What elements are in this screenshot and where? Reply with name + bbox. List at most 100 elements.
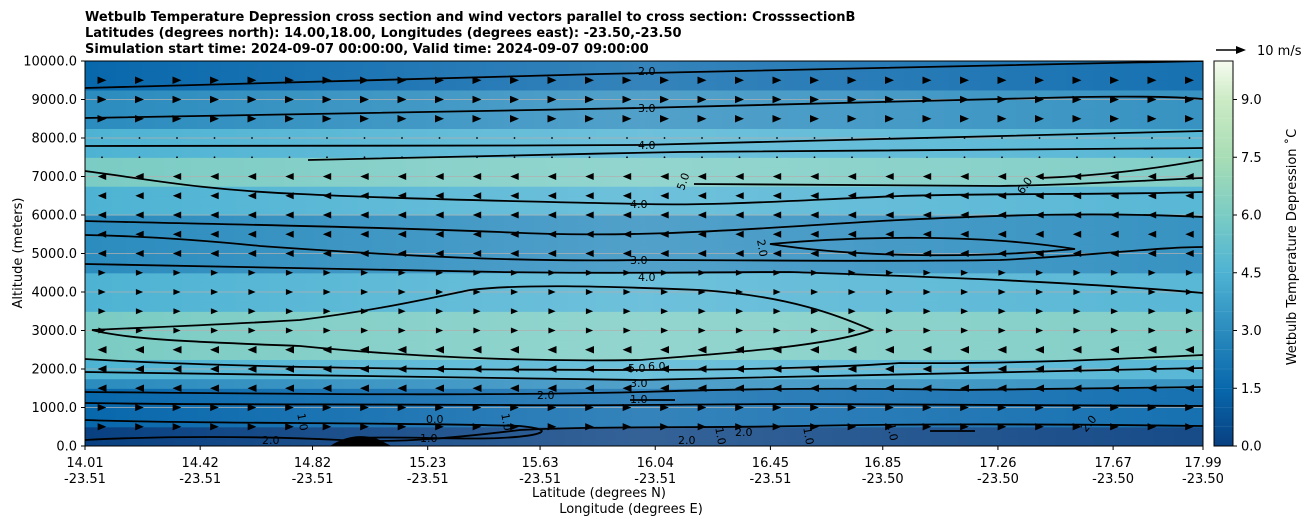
- wind-vector: [773, 327, 781, 334]
- wind-vector: [622, 114, 632, 123]
- wind-vector: [1110, 403, 1119, 412]
- wind-vector: [847, 76, 857, 85]
- colorbar: 0.0 1.5 3.0 4.5 6.0 7.5 9.0 Wetbulb Temperatur…: [1213, 60, 1300, 455]
- wind-vector: [622, 76, 632, 85]
- wind-vector: [922, 211, 932, 219]
- wind-vector: [1110, 327, 1119, 334]
- wind-vector: [922, 423, 932, 431]
- wind-vector: [885, 95, 894, 104]
- wind-vector: [1035, 327, 1044, 334]
- contour-line: [85, 263, 1203, 294]
- wind-vector: [472, 76, 482, 85]
- wind-vector: [735, 289, 744, 295]
- wind-vector: [322, 365, 332, 373]
- wind-vector: [1035, 365, 1044, 373]
- y-tick-label: 9000.0: [32, 93, 78, 108]
- wind-vector: [513, 137, 516, 139]
- wind-vector: [210, 211, 219, 219]
- wind-vector: [922, 365, 932, 373]
- wind-vector: [285, 327, 294, 334]
- wind-vector: [473, 308, 481, 315]
- wind-vector: [1035, 345, 1044, 354]
- x-tick-label-latitude: 16.04: [637, 456, 674, 471]
- wind-vector: [551, 137, 553, 139]
- wind-vector: [660, 76, 669, 85]
- wind-vectors: [97, 76, 1194, 431]
- wind-vector: [173, 289, 181, 295]
- wind-vector: [510, 345, 519, 354]
- y-axis: 0.0 1000.0 2000.0 3000.0 4000.0 5000.0 6000.0 7…: [23, 55, 85, 455]
- wind-vector: [135, 423, 144, 431]
- wind-vector: [810, 289, 819, 295]
- wind-vector: [547, 403, 557, 412]
- wind-vector: [1185, 249, 1194, 258]
- wind-vector: [588, 156, 591, 159]
- wind-vector: [772, 95, 782, 104]
- wind-vector: [1147, 95, 1157, 104]
- wind-vector: [1072, 384, 1082, 393]
- wind-vector: [738, 156, 741, 159]
- wind-vector: [548, 289, 556, 295]
- wind-vector: [360, 327, 369, 334]
- wind-vector: [847, 230, 857, 238]
- wind-vector: [97, 192, 107, 200]
- wind-vector: [1073, 327, 1081, 334]
- wind-vector: [588, 137, 591, 139]
- wind-vector: [1035, 172, 1044, 181]
- wind-vector: [772, 345, 782, 354]
- contour-label: 3.0: [630, 377, 648, 390]
- wind-vector: [585, 192, 594, 200]
- wind-vector: [697, 423, 707, 431]
- wind-vector: [135, 95, 144, 104]
- wind-vector: [923, 289, 931, 295]
- wind-vector: [585, 172, 594, 181]
- wind-vector: [960, 289, 969, 295]
- contour-line: [91, 285, 875, 362]
- wind-vector: [513, 156, 516, 159]
- wind-vector: [360, 114, 369, 123]
- colorbar-label: Wetbulb Temperature Depression ˚C: [1284, 129, 1300, 366]
- wind-vector: [247, 172, 257, 181]
- wind-vector: [1185, 308, 1194, 315]
- wind-vector: [1110, 289, 1119, 295]
- y-tick-label: 2000.0: [32, 363, 78, 378]
- wind-vector: [1072, 249, 1082, 258]
- wind-vector: [285, 269, 294, 276]
- wind-vector: [172, 211, 182, 219]
- wind-vector: [172, 384, 182, 393]
- contour-line: [85, 402, 1203, 407]
- wind-vector: [135, 365, 144, 373]
- wind-vector: [1185, 384, 1194, 393]
- wind-vector: [585, 384, 594, 393]
- wind-vector: [172, 230, 182, 238]
- wind-vector: [547, 76, 557, 85]
- wind-vector: [1072, 76, 1082, 85]
- wind-vector: [922, 114, 932, 123]
- contour-label: 1.0: [712, 426, 728, 445]
- contour-label: 2.0: [735, 426, 753, 439]
- wind-vector: [888, 156, 891, 159]
- wind-vector: [735, 114, 744, 123]
- wind-vector: [97, 114, 107, 123]
- wind-vector: [697, 403, 707, 412]
- wind-vector: [998, 289, 1006, 295]
- wind-vector: [397, 249, 407, 258]
- x-tick-label-latitude: 16.45: [752, 456, 789, 471]
- contour-label: 2.0: [754, 238, 770, 257]
- x-tick-label-longitude: -23.50: [1182, 472, 1224, 487]
- wind-vector: [960, 230, 969, 238]
- wind-vector: [885, 76, 894, 85]
- wind-vector: [551, 156, 553, 159]
- wind-vector: [660, 269, 669, 276]
- wind-vector: [885, 114, 894, 123]
- wind-vector: [213, 156, 216, 159]
- wind-vector: [472, 114, 482, 123]
- wind-vector: [435, 327, 444, 334]
- wind-vector: [435, 345, 444, 354]
- wind-vector: [172, 365, 182, 373]
- wind-vector: [660, 327, 669, 334]
- wind-vector: [1038, 156, 1041, 159]
- contour-label: 3.0: [630, 254, 648, 267]
- x-axis-label-longitude: Longitude (degrees E): [559, 502, 703, 517]
- wind-vector: [622, 192, 632, 200]
